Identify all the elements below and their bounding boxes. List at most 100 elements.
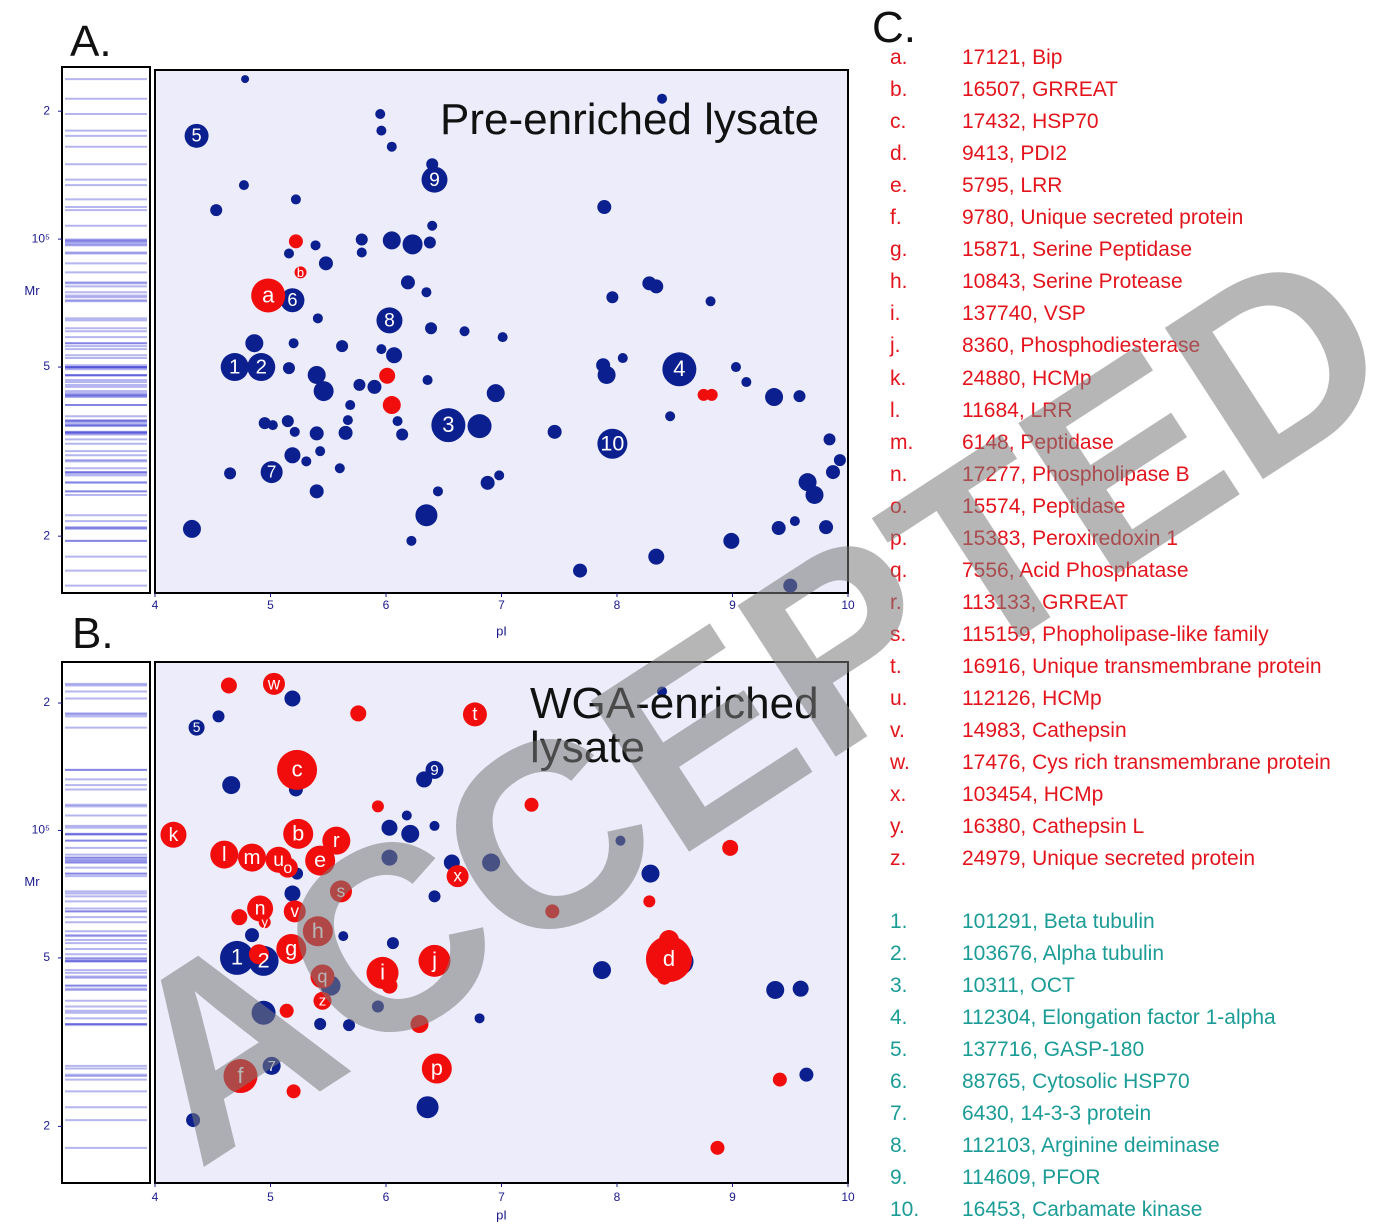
spot (280, 1004, 294, 1018)
spot (372, 800, 384, 812)
spot-label: 10 (600, 431, 624, 455)
x-axis-label: pI (496, 1207, 507, 1222)
list-text: 103454, HCMp (962, 781, 1103, 809)
spot (402, 810, 412, 820)
spot (710, 1141, 724, 1155)
list-marker: 1. (890, 908, 908, 936)
list-text: 103676, Alpha tubulin (962, 940, 1164, 968)
spot (433, 486, 443, 496)
spot (423, 375, 433, 385)
list-text: 17121, Bip (962, 44, 1062, 72)
chart-title: Pre-enriched lysate (440, 98, 870, 142)
list-marker: l. (890, 397, 901, 425)
spot (319, 256, 333, 270)
y-tick-label: 10⁵ (32, 231, 50, 245)
spot-label: d (663, 946, 675, 971)
spot (387, 142, 397, 152)
spot-label: 3 (442, 412, 454, 437)
spot (615, 836, 625, 846)
spot (284, 447, 300, 463)
spot (826, 465, 840, 479)
list-text: 17476, Cys rich transmembrane protein (962, 749, 1331, 777)
spot (381, 850, 397, 866)
spot-label: c (292, 757, 303, 782)
spot-label: a (262, 282, 275, 307)
spot (722, 840, 738, 856)
spot (790, 516, 800, 526)
list-marker: g. (890, 236, 908, 264)
spot (387, 937, 399, 949)
spot (393, 416, 403, 426)
spot (597, 200, 611, 214)
spot-label: 6 (287, 290, 297, 310)
list-text: 24880, HCMp (962, 365, 1092, 393)
list-text: 137716, GASP-180 (962, 1036, 1144, 1064)
list-text: 16380, Cathepsin L (962, 813, 1144, 841)
x-tick-label: 9 (729, 598, 736, 612)
list-marker: q. (890, 557, 908, 585)
list-text: 10843, Serine Protease (962, 268, 1183, 296)
x-tick-label: 10 (841, 1190, 855, 1204)
spot (221, 678, 237, 694)
spot (183, 520, 201, 538)
spot (315, 446, 325, 456)
spot-label: 1 (229, 356, 240, 378)
list-text: 6430, 14-3-3 protein (962, 1100, 1151, 1128)
spot (283, 362, 295, 374)
spot-label: 9 (430, 763, 438, 779)
spot (335, 463, 345, 473)
list-marker: i. (890, 300, 901, 328)
spot (290, 427, 300, 437)
spot-label: i (380, 960, 385, 985)
y-tick-label: 2 (43, 103, 50, 117)
list-text: 7556, Acid Phosphatase (962, 557, 1189, 585)
spot-label: t (472, 704, 477, 724)
spot (401, 275, 415, 289)
list-text: 14983, Cathepsin (962, 717, 1127, 745)
list-marker: 3. (890, 972, 908, 1000)
spot (239, 180, 249, 190)
spot-label: 9 (429, 170, 440, 191)
spot (548, 425, 562, 439)
spot (289, 234, 303, 248)
list-text: 15574, Peptidase (962, 493, 1125, 521)
spot (376, 344, 386, 354)
spot (401, 825, 419, 843)
list-marker: x. (890, 781, 906, 809)
spot (224, 467, 236, 479)
spot-label: x (453, 867, 462, 886)
spot (487, 384, 505, 402)
spot (706, 296, 716, 306)
spot (606, 291, 618, 303)
list-text: 115159, Phopholipase-like family (962, 621, 1269, 649)
spot (284, 885, 300, 901)
y-tick-label: 5 (43, 950, 50, 964)
list-marker: 4. (890, 1004, 908, 1032)
spot (819, 520, 833, 534)
spot-label: 8 (384, 310, 395, 331)
spot (301, 456, 311, 466)
list-marker: y. (890, 813, 905, 841)
list-text: 112304, Elongation factor 1-alpha (962, 1004, 1276, 1032)
spot (665, 411, 675, 421)
list-text: 9413, PDI2 (962, 140, 1067, 168)
spot (494, 470, 504, 480)
y-axis-label: Mr (24, 283, 40, 298)
list-marker: s. (890, 621, 906, 649)
y-tick-label: 2 (43, 1119, 50, 1133)
spot-label: 4 (673, 356, 685, 381)
spot (783, 579, 797, 593)
spot (773, 1073, 787, 1087)
spot (834, 454, 846, 466)
y-tick-label: 2 (43, 695, 50, 709)
spot (313, 313, 323, 323)
spot (357, 248, 367, 258)
list-marker: k. (890, 365, 906, 393)
spot-label: q (317, 966, 327, 986)
list-text: 137740, VSP (962, 300, 1086, 328)
spot (772, 521, 786, 535)
list-marker: v. (890, 717, 905, 745)
spot (417, 1096, 439, 1118)
spot (336, 340, 348, 352)
spot-label: s (337, 882, 346, 901)
